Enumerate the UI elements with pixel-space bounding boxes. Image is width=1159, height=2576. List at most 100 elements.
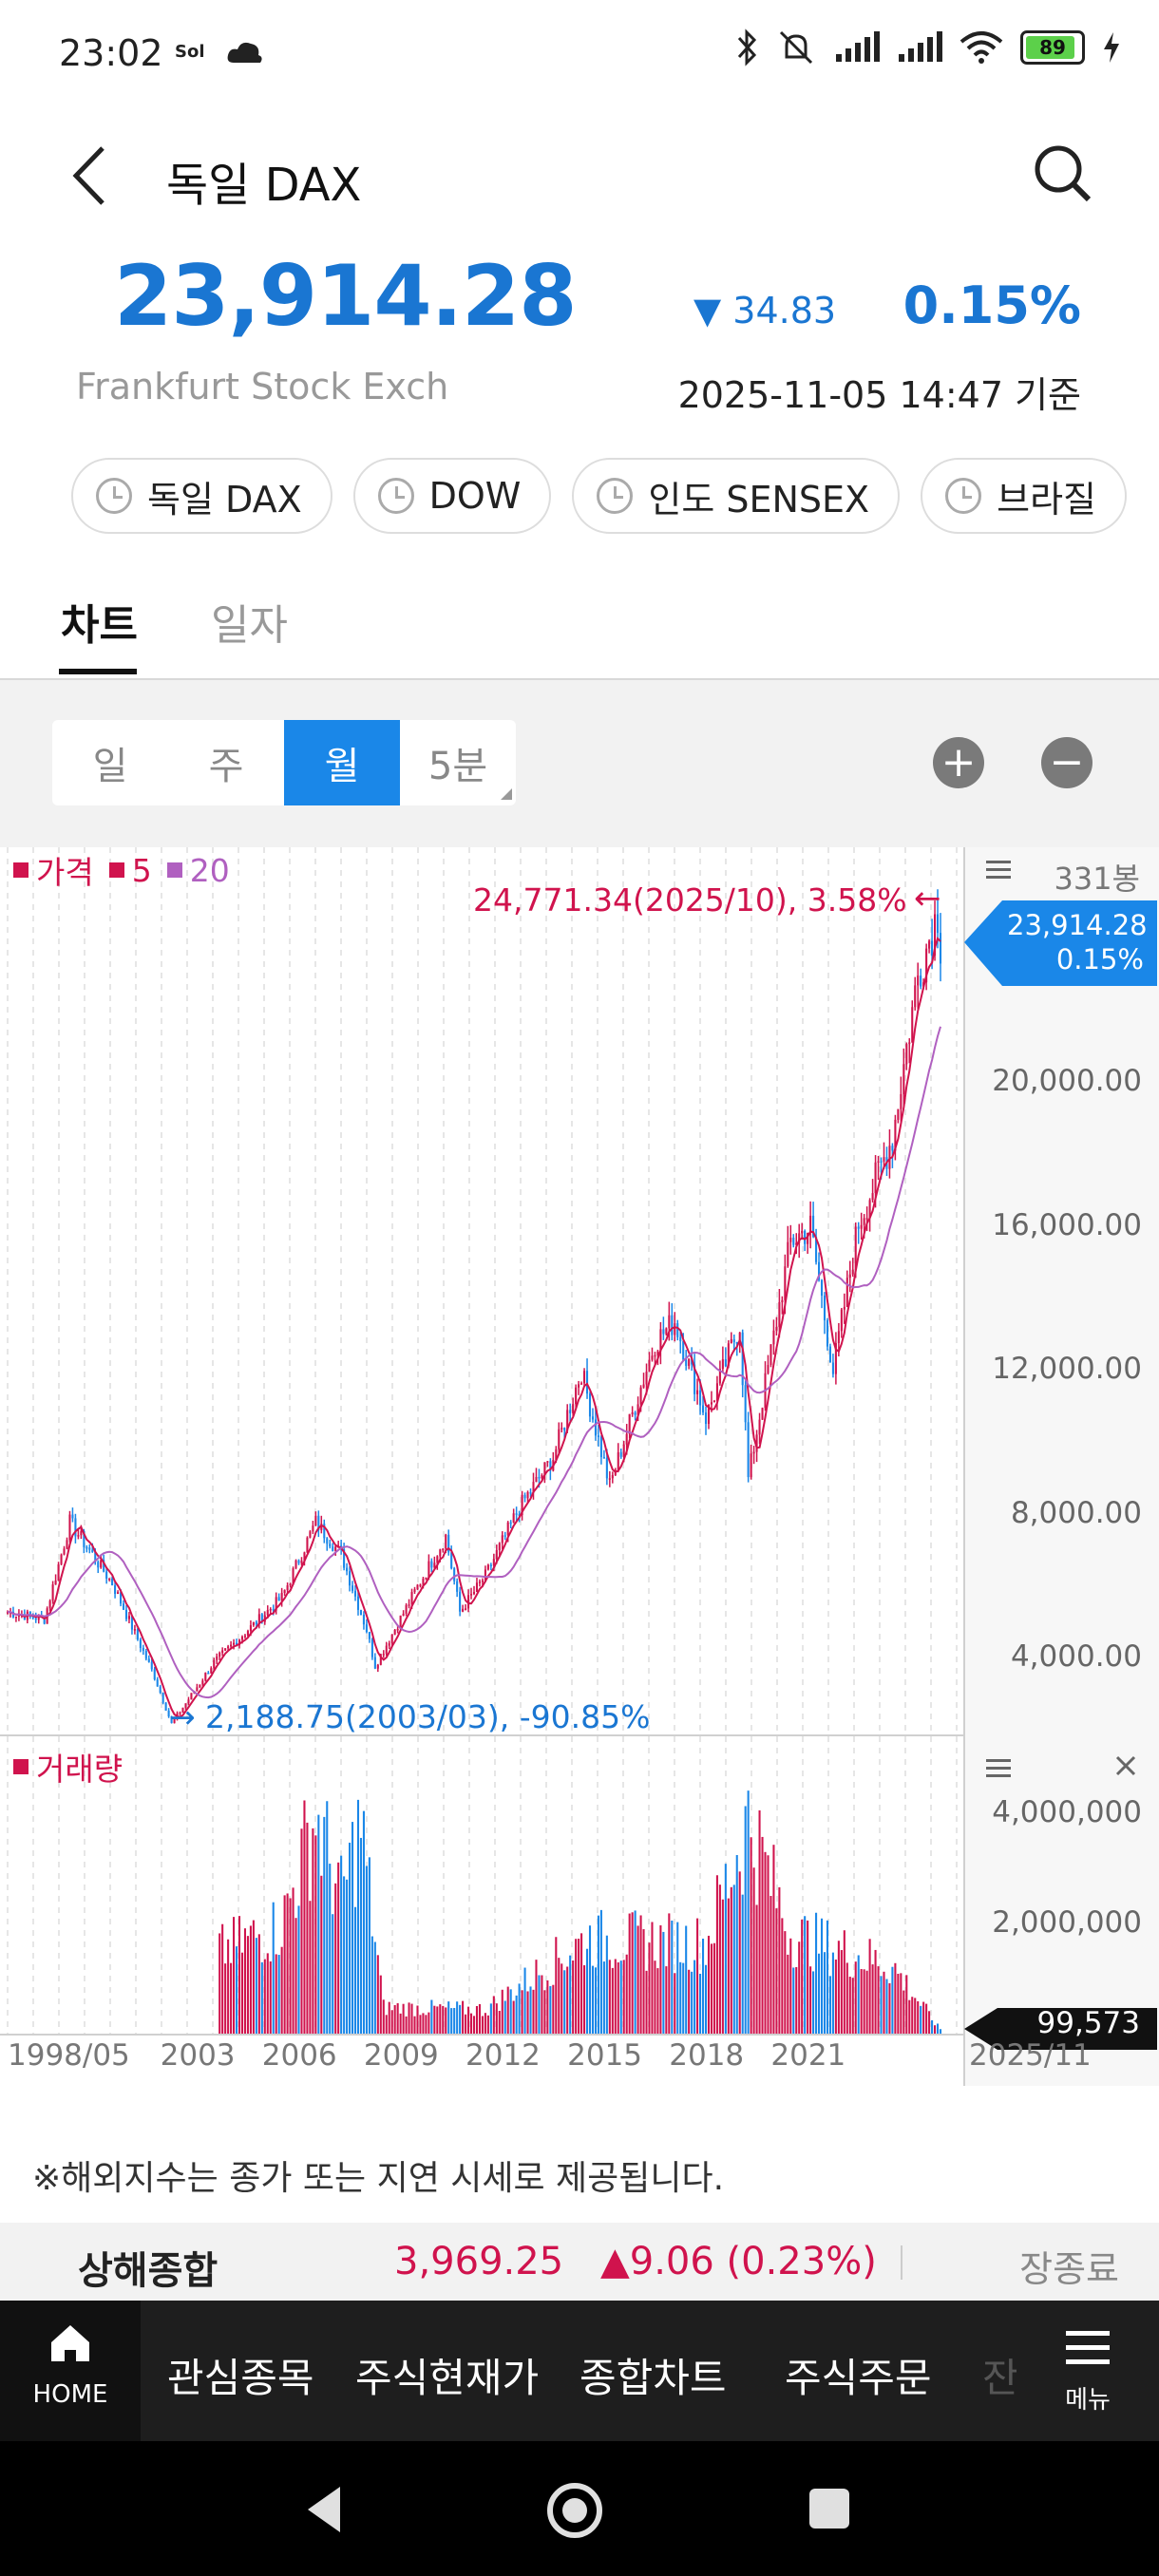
volume-bar bbox=[492, 1996, 495, 2035]
search-button[interactable] bbox=[1032, 142, 1094, 205]
ticker-bar[interactable] bbox=[0, 2223, 1159, 2301]
zoom-in-button[interactable]: + bbox=[933, 737, 984, 788]
volume-bar bbox=[682, 1962, 685, 2035]
home-icon bbox=[51, 2325, 89, 2361]
price-series bbox=[6, 889, 942, 1724]
candle-body bbox=[17, 1615, 20, 1617]
volume-bar bbox=[329, 1864, 332, 2035]
candle-body bbox=[920, 975, 922, 987]
candle-body bbox=[585, 1371, 589, 1394]
period-selector: 일 주 월 5분 bbox=[52, 720, 516, 805]
volume-bar bbox=[846, 1962, 848, 2035]
volume-bar bbox=[914, 1998, 917, 2035]
candle-body bbox=[481, 1580, 484, 1582]
volume-panel-menu-icon[interactable] bbox=[982, 1755, 1015, 1786]
candle-body bbox=[807, 1232, 809, 1244]
status-bar: 23:02 Sol 89 bbox=[0, 0, 1159, 104]
candle-body bbox=[164, 1702, 167, 1711]
volume-bar bbox=[585, 1948, 589, 2035]
nav-chart[interactable]: 종합차트 bbox=[580, 2355, 727, 2401]
current-volume-tag bbox=[964, 2008, 1157, 2050]
zoom-out-button[interactable]: − bbox=[1041, 737, 1092, 788]
candle-body bbox=[688, 1358, 691, 1366]
volume-bar bbox=[373, 1941, 376, 2035]
legend-ma5-label: 5 bbox=[131, 851, 152, 889]
candle-body bbox=[286, 1585, 289, 1591]
volume-y-tick: 2,000,000 bbox=[992, 1905, 1142, 1940]
candle-body bbox=[636, 1404, 639, 1415]
volume-bar bbox=[433, 2005, 436, 2035]
candle-body bbox=[931, 940, 934, 957]
volume-bar bbox=[597, 1915, 599, 2035]
volume-bar bbox=[920, 2005, 922, 2035]
candle-body bbox=[97, 1562, 100, 1568]
volume-bar bbox=[362, 1810, 365, 2035]
candle-body bbox=[874, 1162, 877, 1194]
volume-bar bbox=[343, 1876, 346, 2035]
candle-body bbox=[379, 1654, 382, 1665]
volume-bar bbox=[668, 1913, 671, 2035]
back-button[interactable] bbox=[68, 144, 116, 207]
chip-sensex[interactable]: 인도 SENSEX bbox=[572, 458, 901, 534]
candle-body bbox=[715, 1383, 718, 1401]
price-y-tick: 4,000.00 bbox=[1010, 1639, 1142, 1675]
nav-order[interactable]: 주식주문 bbox=[785, 2355, 932, 2401]
candle-body bbox=[617, 1451, 619, 1470]
chip-dax[interactable]: 독일 DAX bbox=[71, 458, 332, 534]
period-minute[interactable]: 5분 bbox=[400, 720, 516, 805]
system-recents-icon[interactable] bbox=[808, 2487, 851, 2530]
volume-bar bbox=[880, 1976, 883, 2035]
volume-bar bbox=[478, 2003, 481, 2035]
nav-watchlist[interactable]: 관심종목 bbox=[167, 2355, 314, 2401]
candle-body bbox=[668, 1315, 671, 1329]
nav-stock-price[interactable]: 주식현재가 bbox=[355, 2355, 540, 2401]
candle-body bbox=[190, 1693, 193, 1700]
chip-dow[interactable]: DOW bbox=[352, 458, 552, 534]
volume-bar bbox=[936, 2023, 940, 2035]
candle-body bbox=[159, 1686, 162, 1694]
tab-daily[interactable]: 일자 bbox=[211, 601, 288, 650]
candle-body bbox=[472, 1591, 476, 1595]
system-back-icon[interactable] bbox=[302, 2483, 346, 2536]
x-axis-tick: 2009 bbox=[363, 2038, 439, 2073]
minus-icon: − bbox=[1049, 738, 1085, 786]
candle-body bbox=[891, 1146, 894, 1151]
signal-icon-2 bbox=[899, 31, 942, 62]
candle-body bbox=[699, 1390, 702, 1406]
x-axis-tick: 2025/11 bbox=[969, 2038, 1092, 2073]
candle-body bbox=[80, 1530, 83, 1536]
candle-body bbox=[306, 1537, 309, 1553]
ticker-change: ▲9.06 (0.23%) bbox=[600, 2240, 877, 2283]
volume-bar bbox=[235, 1946, 238, 2035]
volume-bar bbox=[758, 1809, 761, 2035]
nav-balance-partial[interactable]: 잔 bbox=[982, 2355, 1019, 2401]
candle-body bbox=[792, 1238, 795, 1245]
candle-body bbox=[133, 1629, 136, 1631]
volume-bar bbox=[804, 1916, 807, 2035]
candle-body bbox=[543, 1462, 546, 1476]
volume-bar bbox=[456, 2001, 459, 2035]
volume-bar bbox=[712, 1942, 715, 2035]
period-week[interactable]: 주 bbox=[208, 745, 244, 788]
candle-body bbox=[240, 1637, 244, 1640]
home-button[interactable]: HOME bbox=[0, 2301, 141, 2441]
period-minute-label: 5분 bbox=[428, 745, 488, 788]
price-volume-chart[interactable] bbox=[0, 847, 1159, 2086]
chip-label: 독일 DAX bbox=[147, 478, 302, 521]
menu-button[interactable]: 메뉴 bbox=[1016, 2301, 1159, 2441]
volume-panel-close-icon[interactable] bbox=[1110, 1750, 1142, 1786]
chip-brazil[interactable]: 브라질 bbox=[921, 458, 1127, 534]
system-home-icon[interactable] bbox=[545, 2481, 604, 2540]
volume-bar bbox=[767, 1855, 770, 2035]
candle-body bbox=[634, 1412, 636, 1415]
price-panel-menu-icon[interactable] bbox=[982, 857, 1015, 887]
home-label: HOME bbox=[32, 2380, 108, 2409]
period-day[interactable]: 일 bbox=[92, 745, 128, 788]
candle-body bbox=[117, 1592, 120, 1594]
candle-body bbox=[758, 1419, 761, 1435]
candle-body bbox=[639, 1387, 642, 1405]
period-month[interactable]: 월 bbox=[284, 720, 400, 805]
tab-chart[interactable]: 차트 bbox=[61, 601, 138, 650]
candle-body bbox=[235, 1642, 238, 1646]
volume-bar bbox=[334, 1883, 337, 2035]
